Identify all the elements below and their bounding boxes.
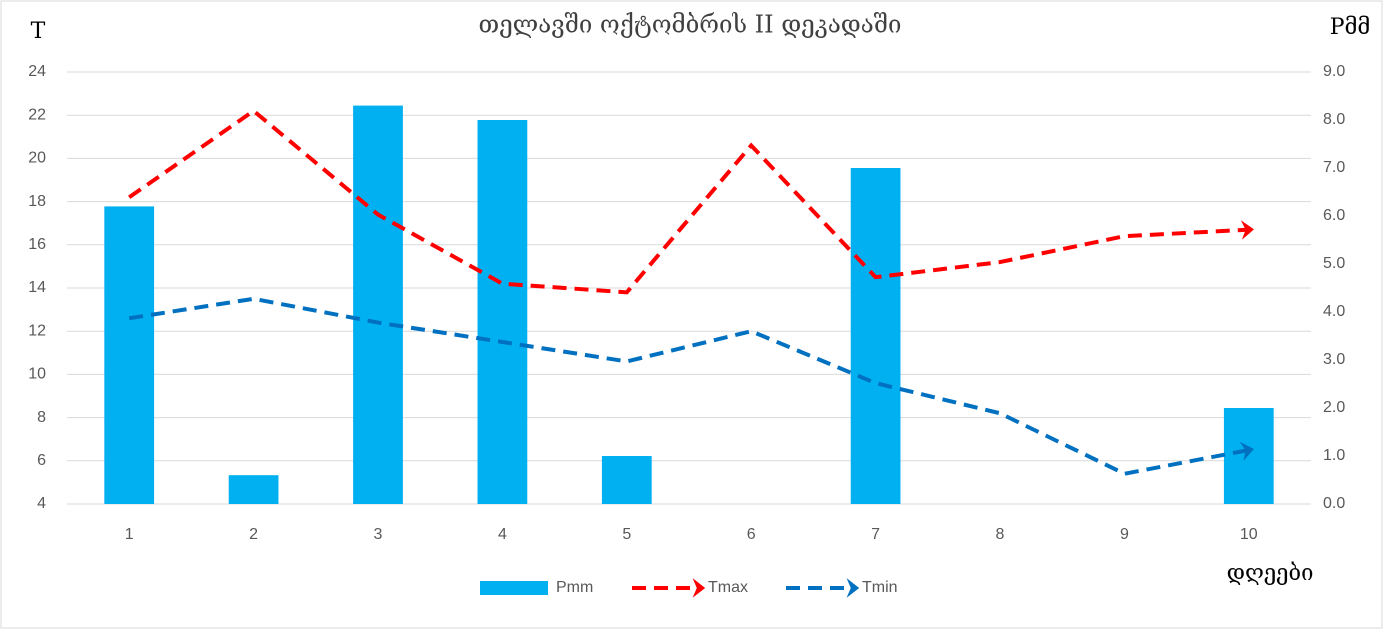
bar bbox=[1223, 408, 1274, 504]
bar bbox=[353, 105, 403, 504]
y-tick-label: 6 bbox=[37, 452, 46, 469]
y-tick-label: 4 bbox=[37, 495, 46, 512]
legend-swatch bbox=[480, 581, 548, 595]
y-tick-label: 8 bbox=[37, 409, 46, 426]
x-tick-label: 5 bbox=[622, 526, 631, 543]
y2-tick-label: 5.0 bbox=[1323, 255, 1345, 272]
x-tick-label: 3 bbox=[374, 526, 383, 543]
y-axis-label: T bbox=[31, 19, 46, 44]
line bbox=[128, 296, 1254, 476]
legend-label: Tmax bbox=[708, 579, 748, 596]
y2-tick-label: 9.0 bbox=[1323, 63, 1345, 80]
y2-axis-label: Pმმ bbox=[1330, 15, 1371, 40]
y-tick-label: 18 bbox=[28, 193, 46, 210]
x-tick-label: 8 bbox=[996, 526, 1005, 543]
y2-tick-label: 6.0 bbox=[1323, 207, 1345, 224]
legend-label: Tmin bbox=[862, 579, 898, 596]
y2-tick-label: 8.0 bbox=[1323, 111, 1345, 128]
y-tick-label: 24 bbox=[28, 63, 46, 80]
bar bbox=[601, 456, 652, 504]
y2-tick-label: 0.0 bbox=[1323, 495, 1345, 512]
x-tick-label: 6 bbox=[747, 526, 756, 543]
x-tick-label: 7 bbox=[871, 526, 880, 543]
x-tick-label: 4 bbox=[498, 526, 507, 543]
y-tick-label: 14 bbox=[28, 279, 46, 296]
bar bbox=[477, 120, 528, 504]
line bbox=[128, 108, 1254, 295]
y2-tick-label: 1.0 bbox=[1323, 447, 1345, 464]
y-tick-label: 20 bbox=[28, 150, 46, 167]
bar bbox=[850, 168, 901, 504]
y-tick-label: 10 bbox=[28, 366, 46, 383]
y-tick-label: 12 bbox=[28, 322, 46, 339]
y-tick-label: 22 bbox=[28, 106, 46, 123]
x-tick-label: 2 bbox=[249, 526, 258, 543]
legend-label: Pmm bbox=[556, 579, 593, 596]
bar bbox=[104, 206, 155, 504]
y2-tick-label: 4.0 bbox=[1323, 303, 1345, 320]
y-tick-label: 16 bbox=[28, 236, 46, 253]
x-tick-label: 9 bbox=[1120, 526, 1129, 543]
bar bbox=[228, 475, 279, 504]
x-tick-label: 1 bbox=[125, 526, 134, 543]
y2-tick-label: 3.0 bbox=[1323, 351, 1345, 368]
x-tick-label: 10 bbox=[1240, 526, 1258, 543]
y2-tick-label: 2.0 bbox=[1323, 399, 1345, 416]
chart-title: თელავში ოქტომბრის II დეკადაში bbox=[479, 11, 902, 39]
y2-tick-label: 7.0 bbox=[1323, 159, 1345, 176]
x-axis-label: დღეები bbox=[1227, 561, 1314, 586]
